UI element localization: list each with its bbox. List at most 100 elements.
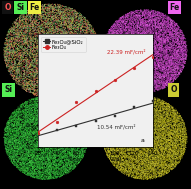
Point [169,64,172,67]
Point [143,32,146,35]
Point [47,133,50,136]
Point [10,141,13,144]
Point [20,118,23,121]
Point [34,109,37,112]
Point [8,47,11,50]
Point [68,162,71,165]
Point [49,146,52,149]
Point [143,130,146,133]
Point [127,170,130,173]
Point [42,143,45,146]
Point [57,41,60,44]
Point [33,131,36,134]
Point [169,132,172,135]
Point [77,23,80,26]
Point [109,47,112,50]
Point [62,170,66,173]
Point [4,144,7,147]
Point [17,33,20,36]
Point [75,79,78,82]
Point [44,170,47,173]
Point [19,163,22,166]
Point [171,149,174,152]
Point [9,64,12,67]
Point [181,40,184,43]
Point [111,146,114,149]
Point [16,146,19,149]
Point [53,81,57,84]
Point [126,50,129,53]
Point [68,103,71,106]
Point [69,116,72,119]
Point [115,37,118,40]
Point [23,154,26,157]
Point [148,35,151,38]
Point [131,48,134,51]
Point [37,138,40,141]
Point [45,105,49,108]
Point [104,130,107,133]
Point [133,153,136,156]
Point [56,173,59,176]
Point [52,177,55,180]
Point [55,144,58,147]
Point [18,34,21,37]
Point [176,111,179,114]
Point [47,58,50,61]
Point [173,130,176,133]
Point [151,74,155,77]
Point [174,115,177,119]
Point [19,25,22,28]
Point [56,145,59,148]
Point [165,15,168,18]
Point [25,40,28,43]
Point [44,7,47,10]
Point [23,81,26,84]
Point [87,28,90,31]
Point [24,105,27,108]
Point [26,113,29,116]
Point [133,27,136,30]
Point [144,153,147,156]
Point [159,57,162,60]
Point [40,65,43,68]
Point [83,141,87,144]
Point [49,47,52,50]
Point [72,151,75,154]
Point [26,33,29,36]
Point [17,107,20,110]
Point [156,37,159,40]
Point [158,14,161,17]
Point [114,156,117,159]
Point [172,62,175,65]
Point [79,14,82,17]
Point [27,163,30,167]
Point [44,67,47,70]
Point [48,154,51,157]
Point [162,130,165,133]
Point [75,123,78,126]
Point [136,139,139,142]
Point [118,137,121,140]
Point [156,56,159,59]
Point [112,155,115,158]
Point [117,33,120,36]
Point [140,117,143,120]
Point [154,152,157,155]
Point [168,111,171,114]
Point [164,116,167,119]
Point [149,133,152,136]
Point [59,116,62,119]
Point [26,160,29,163]
Point [138,117,141,120]
Point [135,112,138,115]
Point [80,131,83,134]
Point [145,23,148,26]
Point [5,151,8,154]
Point [139,169,142,172]
Point [67,130,70,133]
Point [35,133,38,136]
Point [5,49,8,52]
Point [64,131,67,134]
Point [165,113,168,116]
